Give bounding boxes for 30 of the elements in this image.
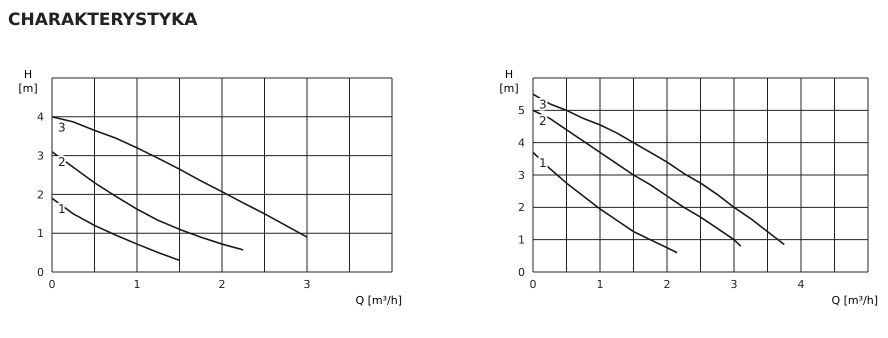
y-axis-title: H [m] bbox=[17, 68, 39, 96]
y-axis-title: H [m] bbox=[498, 68, 520, 96]
x-tick-label: 1 bbox=[134, 278, 140, 291]
y-tick-label: 2 bbox=[37, 188, 44, 202]
x-tick-label: 3 bbox=[304, 278, 310, 291]
y-tick-label: 4 bbox=[518, 136, 525, 150]
x-tick-label: 0 bbox=[530, 278, 536, 291]
series-label: 3 bbox=[58, 120, 66, 134]
series-label: 3 bbox=[539, 98, 547, 112]
y-tick-label: 1 bbox=[37, 227, 44, 240]
x-tick-label: 3 bbox=[730, 278, 738, 291]
y-tick-label: 3 bbox=[37, 150, 44, 163]
y-tick-label: 1 bbox=[518, 234, 525, 247]
chart-title: CHARAKTERYSTYKA bbox=[8, 10, 198, 30]
y-tick-label: 5 bbox=[518, 104, 525, 118]
series-label: 2 bbox=[539, 114, 547, 128]
y-tick-label: 3 bbox=[518, 168, 525, 182]
x-tick-label: 2 bbox=[218, 278, 226, 291]
y-tick-label: 2 bbox=[518, 201, 525, 214]
x-tick-label: 0 bbox=[48, 278, 56, 291]
x-tick-label: 4 bbox=[798, 278, 804, 291]
y-tick-label: 4 bbox=[37, 110, 44, 124]
x-tick-label: 2 bbox=[664, 278, 670, 291]
y-tick-label: 0 bbox=[518, 266, 525, 279]
series-label: 2 bbox=[58, 155, 66, 170]
x-axis-title: Q [m³/h] bbox=[831, 294, 878, 307]
x-axis-title: Q [m³/h] bbox=[355, 294, 402, 307]
x-tick-label: 1 bbox=[596, 278, 604, 291]
series-label: 1 bbox=[58, 202, 66, 216]
y-tick-label: 0 bbox=[37, 266, 44, 279]
